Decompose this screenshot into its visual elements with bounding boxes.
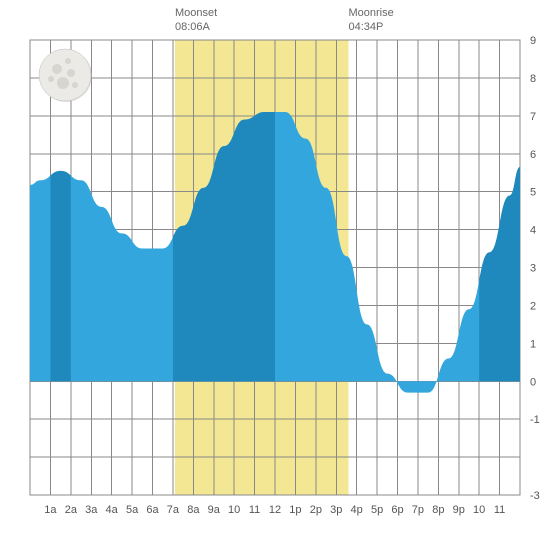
x-tick-label: 2a: [65, 504, 78, 516]
y-tick-label: 6: [530, 149, 536, 161]
x-tick-label: 3p: [330, 504, 342, 516]
moonrise-time: 04:34P: [349, 21, 384, 33]
x-tick-label: 3a: [85, 504, 98, 516]
y-tick-label: 0: [530, 376, 536, 388]
x-tick-label: 11: [249, 504, 260, 516]
y-tick-label: 9: [530, 35, 536, 47]
x-tick-label: 2p: [310, 504, 322, 516]
moonset-title: Moonset: [175, 7, 217, 19]
y-tick-label: 4: [530, 225, 536, 237]
moon-icon: [39, 49, 92, 102]
y-tick-label: -3: [530, 490, 540, 502]
x-tick-label: 9p: [453, 504, 465, 516]
x-tick-label: 7p: [412, 504, 424, 516]
x-tick-label: 6p: [391, 504, 403, 516]
y-tick-label: 8: [530, 73, 536, 85]
x-tick-label: 1p: [289, 504, 301, 516]
y-tick-label: 7: [530, 111, 536, 123]
x-axis-labels: 1a 2a 3a 4a 5a 6a 7a 8a 9a 10 11 12 1p 2p 3p 4p 5p 6p 7p 8p…: [44, 504, 505, 516]
x-tick-label: 8p: [432, 504, 444, 516]
y-tick-label: 2: [530, 300, 536, 312]
y-tick-label: 3: [530, 263, 536, 275]
x-tick-label: 4p: [351, 504, 363, 516]
x-tick-label: 10: [473, 504, 485, 516]
x-tick-label: 12: [269, 504, 281, 516]
x-tick-label: 5a: [126, 504, 139, 516]
x-tick-label: 9a: [208, 504, 221, 516]
moonrise-title: Moonrise: [349, 7, 394, 19]
moonset-time: 08:06A: [175, 21, 211, 33]
y-tick-label: 1: [530, 338, 536, 350]
x-tick-label: 10: [228, 504, 240, 516]
x-tick-label: 11: [494, 504, 505, 516]
chart-svg: 1a2a3a4a5a6a7a8a9a1011121p2p3p4p5p6p7p8p…: [0, 0, 550, 550]
y-tick-label: -1: [530, 414, 540, 426]
x-tick-label: 5p: [371, 504, 383, 516]
x-tick-label: 8a: [187, 504, 200, 516]
x-tick-label: 6a: [146, 504, 159, 516]
x-tick-label: 1a: [44, 504, 57, 516]
x-tick-label: 7a: [167, 504, 180, 516]
x-tick-label: 4a: [106, 504, 119, 516]
tide-moon-chart: 1a2a3a4a5a6a7a8a9a1011121p2p3p4p5p6p7p8p…: [0, 0, 550, 550]
y-tick-label: 5: [530, 187, 536, 199]
